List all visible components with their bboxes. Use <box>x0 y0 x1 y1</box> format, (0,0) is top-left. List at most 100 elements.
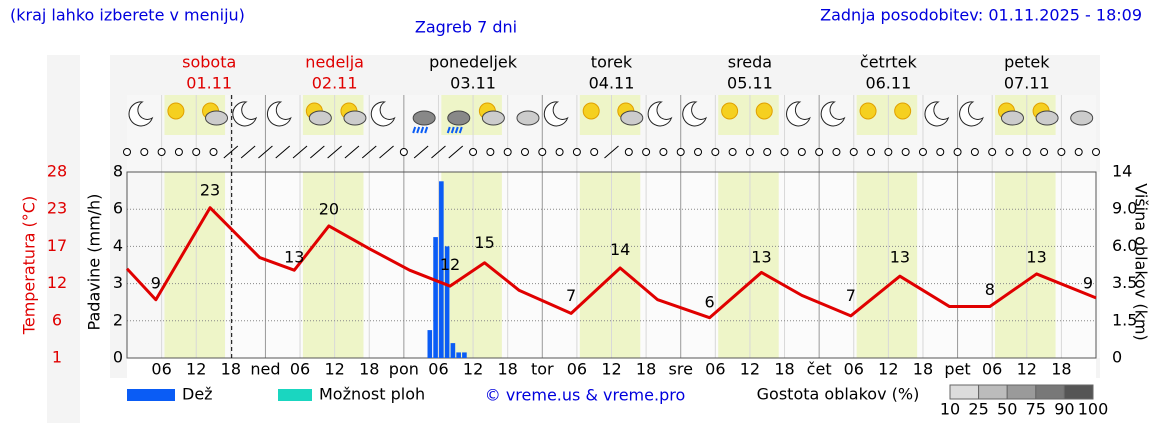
calm-wind <box>1074 148 1083 156</box>
cloud-tick-label: 3.5 <box>1112 273 1137 292</box>
temp-label: 6 <box>704 292 714 311</box>
day-date: 01.11 <box>186 74 232 93</box>
rain-drop <box>412 126 417 134</box>
wind-barb <box>448 145 464 159</box>
day-name: sobota <box>182 53 236 72</box>
calm-wind <box>936 148 945 156</box>
calm-wind <box>815 148 824 156</box>
calm-wind <box>797 148 806 156</box>
day-date: 04.11 <box>589 74 635 93</box>
temp-label: 13 <box>890 248 910 267</box>
calm-wind <box>763 148 772 156</box>
density-swatch <box>1035 384 1065 400</box>
temp-tick-label: 12 <box>47 273 67 292</box>
calm-wind <box>1022 148 1031 156</box>
rain-bar <box>433 237 438 358</box>
x-tick-label: 18 <box>221 360 241 379</box>
rain-bar <box>427 330 433 358</box>
title: Zagreb 7 dni <box>415 18 517 37</box>
wind-barb <box>604 145 619 159</box>
calm-wind <box>590 148 599 156</box>
rain-drop <box>446 126 451 134</box>
calm-wind <box>140 148 149 156</box>
calm-wind <box>174 148 183 156</box>
x-tick-label: pet <box>944 360 970 379</box>
x-tick-label: 06 <box>705 360 725 379</box>
rain-tick-label: 3 <box>113 273 123 292</box>
daylight <box>164 172 226 358</box>
temp-label: 7 <box>846 286 856 305</box>
wind-barb <box>431 145 446 159</box>
calm-wind <box>659 148 668 156</box>
calm-wind <box>520 148 529 156</box>
temp-tick-label: 17 <box>47 236 67 255</box>
plot-frame <box>126 171 1097 359</box>
wind-barb <box>361 145 377 159</box>
x-tick-label: 12 <box>1017 360 1037 379</box>
rain-tick-label: 2 <box>113 310 123 329</box>
x-tick-label: 18 <box>497 360 517 379</box>
cloud-icon <box>343 110 367 126</box>
temp-label: 15 <box>474 233 494 252</box>
calm-wind <box>780 148 789 156</box>
rain-tick-label: 6 <box>113 199 123 218</box>
calm-wind <box>676 148 685 156</box>
day-date: 05.11 <box>727 74 773 93</box>
calm-wind <box>832 148 841 156</box>
x-tick-label: 12 <box>740 360 760 379</box>
rain-bar <box>450 343 456 358</box>
calm-wind <box>694 148 703 156</box>
calm-wind <box>728 148 737 156</box>
x-tick-label: 18 <box>1051 360 1071 379</box>
rain-bar <box>462 352 467 358</box>
day-date: 03.11 <box>450 74 496 93</box>
day-date: 07.11 <box>1004 74 1050 93</box>
temp-label: 13 <box>751 248 771 267</box>
calm-wind <box>988 148 997 156</box>
x-tick-label: 06 <box>151 360 171 379</box>
calm-wind <box>901 148 910 156</box>
temp-tick-label: 28 <box>47 162 67 181</box>
rain-tick-label: 4 <box>113 236 123 255</box>
cloud-tick-label: 14 <box>1112 162 1132 181</box>
sun-icon <box>894 102 912 120</box>
legend-swatch <box>278 389 312 401</box>
rain-drop <box>424 126 429 134</box>
wind-barb <box>240 145 256 159</box>
x-tick-label: 12 <box>463 360 483 379</box>
x-tick-label: 12 <box>186 360 206 379</box>
x-tick-label: 18 <box>636 360 656 379</box>
rain-tick-label: 0 <box>113 348 123 367</box>
calm-wind <box>209 148 218 156</box>
temp-label: 14 <box>610 240 630 259</box>
daylight <box>718 172 779 358</box>
moon-icon <box>924 101 950 127</box>
calm-wind <box>849 148 858 156</box>
night-bg <box>778 172 857 358</box>
cloud-icon <box>308 110 332 126</box>
calm-wind <box>192 148 201 156</box>
rain-drop <box>458 126 463 134</box>
temp-label: 23 <box>200 181 220 200</box>
moon-icon <box>266 101 292 127</box>
x-tick-label: 18 <box>913 360 933 379</box>
cloud-icon <box>620 110 644 126</box>
calm-wind <box>867 148 876 156</box>
moon-icon <box>128 101 154 127</box>
x-tick-label: sre <box>669 360 693 379</box>
moon-icon <box>647 101 673 127</box>
day-date: 02.11 <box>312 74 358 93</box>
x-tick-label: 06 <box>428 360 448 379</box>
x-tick-label: 12 <box>878 360 898 379</box>
cloud-tick-label: 1.5 <box>1112 310 1137 329</box>
rain-bar <box>456 352 461 358</box>
temp-label: 20 <box>319 199 339 218</box>
density-label: 90 <box>1054 400 1074 419</box>
calm-wind <box>711 148 720 156</box>
calm-wind <box>745 148 754 156</box>
calm-wind <box>1057 148 1066 156</box>
header-panel <box>110 55 1100 95</box>
x-tick-label: 06 <box>982 360 1002 379</box>
axis-panel <box>110 95 127 378</box>
